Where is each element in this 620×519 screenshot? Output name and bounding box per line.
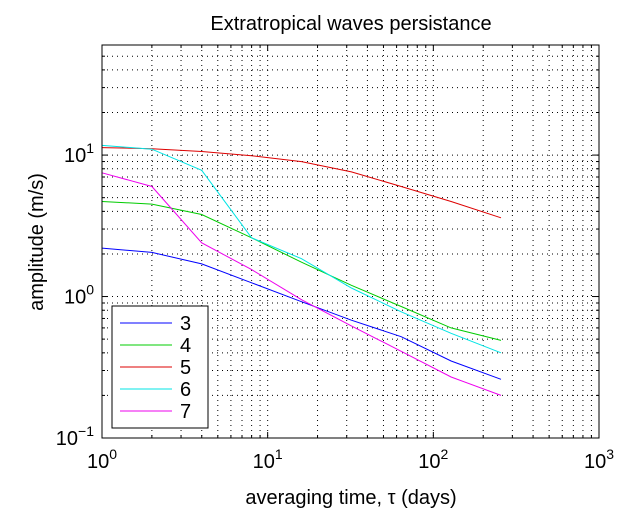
y-tick-label: 100: [64, 282, 94, 309]
x-tick-label: 103: [584, 446, 614, 473]
legend-label-4: 4: [180, 335, 191, 357]
y-axis-label: amplitude (m/s): [26, 173, 48, 311]
legend-label-6: 6: [180, 379, 191, 401]
series-lines: [101, 144, 502, 396]
y-tick-label: 101: [64, 140, 94, 167]
x-tick-label: 102: [418, 446, 448, 473]
legend-label-7: 7: [180, 401, 191, 423]
x-tick-label: 100: [87, 446, 117, 473]
series-line-6: [101, 144, 502, 354]
y-tick-label: 10−1: [56, 423, 94, 450]
x-axis-label: averaging time, τ (days): [245, 487, 456, 509]
plot-frame: [101, 44, 600, 439]
series-line-4: [101, 201, 502, 341]
series-line-7: [101, 172, 502, 396]
x-tick-label: 101: [253, 446, 283, 473]
grid: [102, 45, 599, 438]
legend-label-3: 3: [180, 313, 191, 335]
series-line-5: [101, 147, 502, 219]
chart-title: Extratropical waves persistance: [210, 13, 491, 35]
legend-label-5: 5: [180, 357, 191, 379]
series-line-3: [101, 247, 502, 380]
